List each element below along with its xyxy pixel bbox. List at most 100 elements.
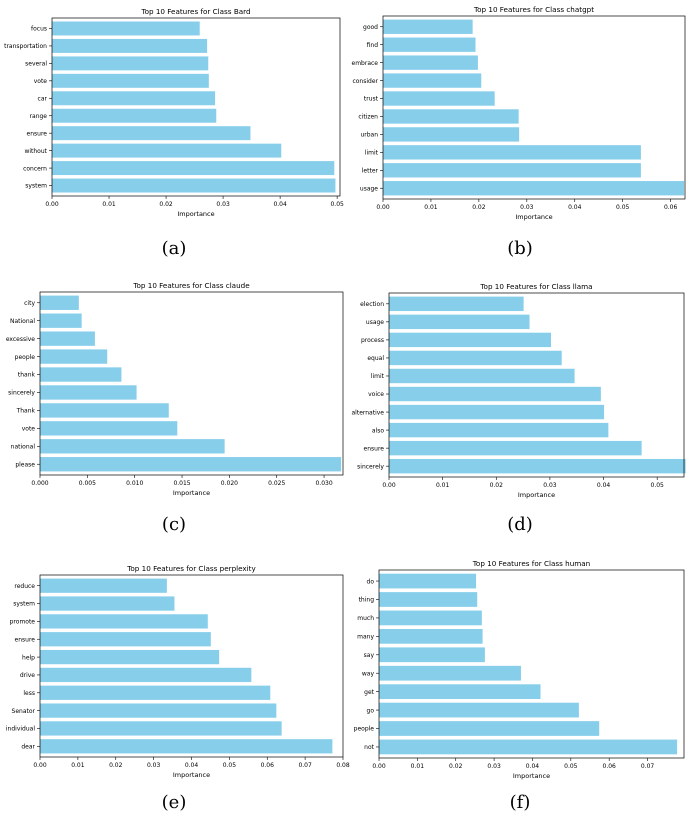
y-tick-label: sincerely [357, 463, 384, 470]
x-axis-label: Importance [173, 771, 210, 779]
y-tick-label: citizen [358, 114, 378, 121]
chart-panel-e: Top 10 Features for Class perplexity dear… [0, 563, 350, 785]
y-tick-label: ensure [364, 445, 385, 452]
chart-title: Top 10 Features for Class chatgpt [473, 5, 594, 14]
y-tick-label: individual [6, 726, 35, 733]
y-tick-label: limit [365, 150, 379, 157]
bar [52, 56, 209, 71]
y-tick-label: also [372, 427, 384, 434]
x-tick-label: 0.000 [31, 480, 48, 487]
x-tick-label: 0.020 [221, 480, 238, 487]
y-tick-label: ensure [15, 636, 36, 643]
bar [40, 596, 175, 611]
x-tick-label: 0.06 [664, 204, 678, 211]
y-tick-label: consider [352, 78, 378, 85]
bar [389, 404, 605, 420]
bar [40, 403, 169, 418]
y-tick-label: letter [362, 167, 379, 174]
bar [52, 21, 200, 36]
y-tick-label: National [10, 318, 35, 325]
bar [389, 296, 524, 312]
y-tick-label: drive [20, 672, 35, 679]
y-tick-label: national [11, 443, 36, 450]
bar [40, 739, 333, 754]
bar [379, 610, 482, 626]
x-tick-label: 0.00 [376, 204, 390, 211]
bar [383, 127, 520, 142]
y-tick-label: system [25, 183, 47, 190]
y-tick-label: alternative [352, 409, 385, 416]
y-tick-label: promote [10, 619, 36, 626]
bar [389, 422, 609, 438]
x-axis-label: Importance [518, 491, 555, 499]
x-tick-label: 0.01 [436, 482, 450, 489]
plot-frame [39, 291, 344, 476]
chart-c: Top 10 Features for Class claude please na… [6, 281, 344, 497]
bar [379, 647, 485, 663]
bar [379, 592, 478, 607]
y-tick-label: vote [34, 78, 48, 85]
x-tick-label: 0.04 [273, 201, 287, 208]
plot-frame [382, 15, 686, 200]
bar [389, 332, 551, 348]
x-tick-label: 0.03 [487, 763, 501, 770]
x-tick-label: 0.005 [79, 480, 96, 487]
bar [383, 55, 478, 70]
chart-a: Top 10 Features for Class Bard system conc… [4, 7, 344, 218]
x-tick-label: 0.06 [261, 762, 275, 769]
plot-frame [51, 17, 341, 197]
x-tick-label: 0.01 [71, 762, 85, 769]
bar [389, 368, 575, 384]
chart-f: Top 10 Features for Class human not people… [354, 559, 685, 780]
bar [383, 19, 473, 34]
bar [40, 349, 108, 364]
bar [40, 421, 178, 436]
chart-title: Top 10 Features for Class claude [132, 281, 250, 290]
x-tick-label: 0.08 [336, 762, 350, 769]
bar [40, 614, 208, 629]
bar [52, 91, 216, 106]
x-tick-label: 0.02 [109, 762, 123, 769]
caption-b: (b) [507, 238, 533, 259]
x-axis-label: Importance [173, 489, 210, 497]
y-tick-label: reduce [14, 583, 35, 590]
bar [379, 721, 600, 736]
bar [40, 667, 252, 683]
bar [389, 314, 530, 330]
y-tick-label: go [367, 707, 375, 714]
y-tick-label: get [364, 689, 375, 696]
x-tick-label: 0.04 [526, 763, 540, 770]
y-tick-label: dear [21, 743, 35, 750]
caption-e: (e) [161, 792, 187, 813]
bar [383, 145, 641, 160]
x-tick-label: 0.01 [424, 204, 438, 211]
x-tick-label: 0.00 [33, 762, 47, 769]
chart-panel-f: Top 10 Features for Class human not people… [343, 556, 686, 780]
y-tick-label: not [364, 744, 374, 751]
bar [52, 143, 282, 158]
y-tick-label: trust [364, 96, 379, 103]
y-tick-label: equal [367, 355, 384, 362]
bar [40, 385, 137, 400]
y-tick-label: several [25, 61, 47, 68]
y-tick-label: urban [360, 132, 378, 139]
plot-frame [378, 569, 685, 759]
bar [379, 665, 521, 681]
bar [383, 91, 495, 106]
y-tick-label: process [361, 337, 384, 344]
plot-frame [388, 292, 685, 478]
x-tick-label: 0.00 [382, 482, 396, 489]
bar [383, 163, 641, 178]
x-tick-label: 0.00 [45, 201, 59, 208]
bar [383, 109, 519, 124]
y-tick-label: city [24, 300, 35, 307]
y-tick-label: good [363, 24, 378, 31]
y-tick-label: say [364, 652, 375, 659]
y-tick-label: range [30, 113, 48, 120]
bar [40, 632, 211, 647]
y-tick-label: sincerely [8, 390, 35, 397]
y-tick-label: less [23, 690, 35, 697]
y-tick-label: limit [371, 373, 385, 380]
bar [52, 161, 335, 176]
x-tick-label: 0.01 [102, 201, 116, 208]
